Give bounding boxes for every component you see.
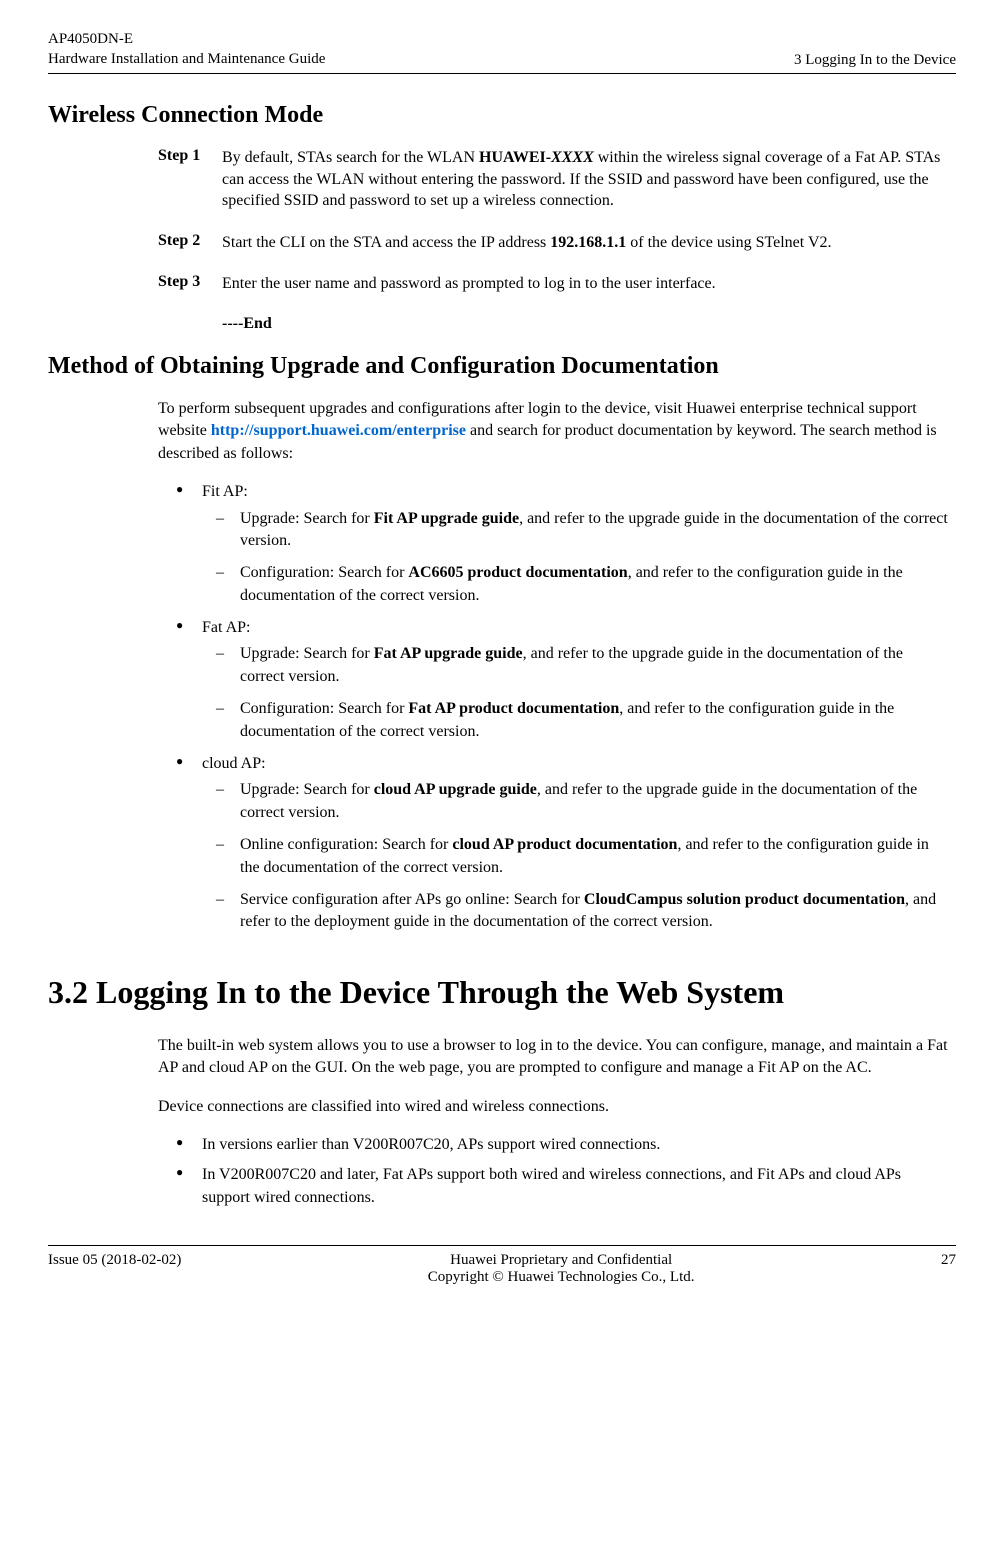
step-2: Step 2 Start the CLI on the STA and acce… bbox=[158, 232, 948, 254]
step-3: Step 3 Enter the user name and password … bbox=[158, 273, 948, 295]
step-1-bold: HUAWEI- bbox=[479, 149, 551, 166]
fat-ap-item: Fat AP: Upgrade: Search for Fat AP upgra… bbox=[158, 617, 948, 743]
step-2-bold: 192.168.1.1 bbox=[550, 234, 626, 251]
footer-center: Huawei Proprietary and Confidential Copy… bbox=[181, 1252, 941, 1286]
step-1-label: Step 1 bbox=[158, 147, 222, 212]
section-method-title: Method of Obtaining Upgrade and Configur… bbox=[48, 353, 956, 380]
fat-ap-sublist: Upgrade: Search for Fat AP upgrade guide… bbox=[202, 643, 948, 743]
step-1-body: By default, STAs search for the WLAN HUA… bbox=[222, 147, 948, 212]
fit-ap-sublist: Upgrade: Search for Fit AP upgrade guide… bbox=[202, 508, 948, 608]
cloud-ap-upgrade: Upgrade: Search for cloud AP upgrade gui… bbox=[202, 779, 948, 824]
end-marker: ----End bbox=[222, 315, 272, 333]
footer-confidential: Huawei Proprietary and Confidential bbox=[181, 1252, 941, 1269]
fat-ap-upgrade: Upgrade: Search for Fat AP upgrade guide… bbox=[202, 643, 948, 688]
fat-ap-label: Fat AP: bbox=[202, 619, 250, 636]
support-link[interactable]: http://support.huawei.com/enterprise bbox=[211, 422, 466, 439]
connection-item-2: In V200R007C20 and later, Fat APs suppor… bbox=[158, 1164, 948, 1209]
connection-item-1: In versions earlier than V200R007C20, AP… bbox=[158, 1134, 948, 1156]
footer-copyright: Copyright © Huawei Technologies Co., Ltd… bbox=[181, 1269, 941, 1286]
fat-ap-config: Configuration: Search for Fat AP product… bbox=[202, 698, 948, 743]
step-1-italic: XXXX bbox=[551, 149, 594, 166]
page-header: AP4050DN-E Hardware Installation and Mai… bbox=[48, 30, 956, 74]
section-3-2-p2: Device connections are classified into w… bbox=[158, 1096, 948, 1118]
cloud-ap-item: cloud AP: Upgrade: Search for cloud AP u… bbox=[158, 753, 948, 934]
step-3-label: Step 3 bbox=[158, 273, 222, 295]
cloud-ap-service-config: Service configuration after APs go onlin… bbox=[202, 889, 948, 934]
steps-block: Step 1 By default, STAs search for the W… bbox=[158, 147, 948, 333]
step-2-body: Start the CLI on the STA and access the … bbox=[222, 232, 832, 254]
step-1: Step 1 By default, STAs search for the W… bbox=[158, 147, 948, 212]
step-2-label: Step 2 bbox=[158, 232, 222, 254]
header-section: 3 Logging In to the Device bbox=[794, 52, 956, 69]
method-body: To perform subsequent upgrades and confi… bbox=[158, 398, 948, 934]
section-3-2-p1: The built-in web system allows you to us… bbox=[158, 1035, 948, 1080]
fit-ap-item: Fit AP: Upgrade: Search for Fit AP upgra… bbox=[158, 481, 948, 607]
step-3-body: Enter the user name and password as prom… bbox=[222, 273, 716, 295]
step-2-prefix: Start the CLI on the STA and access the … bbox=[222, 234, 550, 251]
cloud-ap-online-config: Online configuration: Search for cloud A… bbox=[202, 834, 948, 879]
ap-type-list: Fit AP: Upgrade: Search for Fit AP upgra… bbox=[158, 481, 948, 934]
section-3-2-body: The built-in web system allows you to us… bbox=[158, 1035, 948, 1209]
header-left: AP4050DN-E Hardware Installation and Mai… bbox=[48, 30, 325, 69]
cloud-ap-sublist: Upgrade: Search for cloud AP upgrade gui… bbox=[202, 779, 948, 933]
section-3-2-title: 3.2 Logging In to the Device Through the… bbox=[48, 974, 956, 1011]
page-footer: Issue 05 (2018-02-02) Huawei Proprietary… bbox=[48, 1245, 956, 1286]
connection-list: In versions earlier than V200R007C20, AP… bbox=[158, 1134, 948, 1209]
footer-page: 27 bbox=[941, 1252, 956, 1269]
fit-ap-label: Fit AP: bbox=[202, 483, 248, 500]
method-intro: To perform subsequent upgrades and confi… bbox=[158, 398, 948, 465]
footer-issue: Issue 05 (2018-02-02) bbox=[48, 1252, 181, 1269]
step-1-prefix: By default, STAs search for the WLAN bbox=[222, 149, 479, 166]
end-row: ----End bbox=[158, 315, 948, 333]
fit-ap-upgrade: Upgrade: Search for Fit AP upgrade guide… bbox=[202, 508, 948, 553]
header-product: AP4050DN-E bbox=[48, 30, 325, 50]
cloud-ap-label: cloud AP: bbox=[202, 755, 266, 772]
fit-ap-config: Configuration: Search for AC6605 product… bbox=[202, 562, 948, 607]
step-2-suffix: of the device using STelnet V2. bbox=[626, 234, 831, 251]
header-guide: Hardware Installation and Maintenance Gu… bbox=[48, 50, 325, 70]
section-wireless-title: Wireless Connection Mode bbox=[48, 102, 956, 129]
